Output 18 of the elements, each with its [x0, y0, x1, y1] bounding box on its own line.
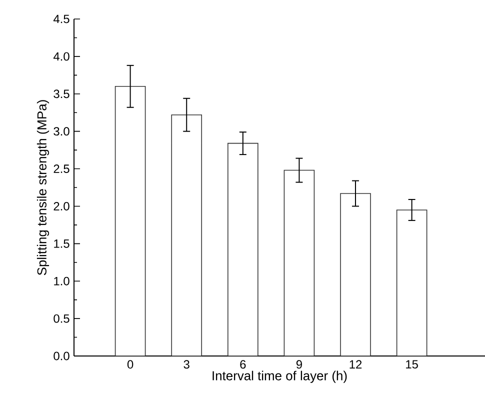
y-tick-label: 3.0: [54, 127, 70, 136]
x-tick-label: 6: [240, 360, 246, 369]
y-tick-label: 4.5: [53, 14, 70, 24]
y-tick-label: 2.5: [54, 164, 70, 173]
x-tick-label: 15: [406, 360, 418, 369]
y-tick-label: 0.0: [54, 352, 70, 360]
x-tick-label: 0: [127, 360, 134, 369]
y-tick-label: 3.5: [54, 90, 70, 98]
x-tick-label: 12: [350, 360, 362, 369]
y-tick-label: 2.0: [54, 202, 70, 210]
x-tick-label: 9: [296, 360, 302, 369]
x-axis-title: Interval time of layer (h): [212, 370, 347, 383]
y-tick-label: 1.5: [54, 240, 70, 248]
y-tick-label: 4.0: [53, 52, 70, 61]
y-axis-title: Splitting tensile strength (MPa): [36, 100, 50, 276]
x-tick-label: 3: [184, 360, 190, 369]
y-tick-label: 1.0: [54, 276, 70, 286]
y-tick-label: 0.5: [54, 314, 70, 323]
